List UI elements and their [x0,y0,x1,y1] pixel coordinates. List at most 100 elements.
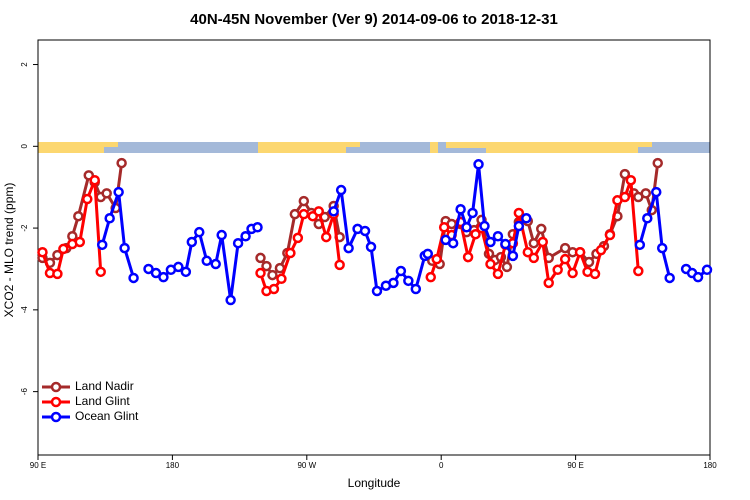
data-point [255,267,266,279]
data-point [479,220,490,232]
x-tick-label: 0 [439,461,444,470]
data-point [513,220,525,232]
data-point [501,261,513,273]
data-point [543,277,554,289]
data-point [289,208,301,220]
data-point [216,229,227,241]
legend-label: Ocean Glint [75,409,139,423]
data-point [513,207,525,219]
data-point [334,259,345,271]
y-tick-label: -2 [20,224,29,232]
data-point [650,186,662,198]
legend-swatch [50,396,62,408]
data-point [567,267,578,279]
data-point [521,213,532,224]
data-point [410,283,422,295]
data-point [634,239,646,251]
y-tick-label: -4 [20,306,29,314]
data-point [252,222,263,233]
data-point [642,213,653,224]
data-point [559,253,571,265]
data-point [619,168,631,180]
y-tick-label: -6 [20,388,29,396]
x-tick-label: 90 W [297,461,316,470]
data-point [652,157,663,169]
data-point [173,261,184,273]
data-point [261,260,272,272]
data-point [528,252,540,264]
data-point [664,272,675,284]
data-point [128,272,139,284]
data-point [692,271,704,283]
data-point [328,206,339,217]
data-point [285,247,296,259]
x-tick-label: 90 E [30,461,46,470]
data-point [89,174,100,186]
plot-frame [37,39,711,456]
data-point [298,208,310,220]
data-point [95,266,106,278]
data-point [292,232,304,244]
data-point [537,236,548,248]
data-point [150,267,162,279]
data-point [255,252,266,264]
data-point [210,258,221,270]
x-tick-label: 180 [166,461,180,470]
legend-swatch [50,381,62,393]
data-point [82,193,93,205]
data-point [58,243,69,255]
data-point [462,251,474,263]
series-line [332,189,429,294]
data-point [492,268,504,280]
data-point [335,184,347,196]
chart-title: 40N-45N November (Ver 9) 2014-09-06 to 2… [190,11,558,28]
data-point [701,264,713,276]
x-axis-label: Longitude [348,476,401,490]
data-point [473,159,484,170]
data-point [604,229,616,241]
data-point [232,237,244,249]
data-point [485,258,496,270]
data-point [298,195,310,207]
y-tick-label: 2 [20,62,29,67]
data-point [425,271,436,283]
series-line [638,191,672,279]
data-point [388,277,399,289]
y-tick-label: 0 [20,144,29,149]
data-point [186,236,198,248]
data-point [225,294,236,306]
data-point [365,241,377,253]
data-point [201,255,212,267]
data-point [359,225,371,237]
data-point [37,246,48,258]
data-point [467,207,478,219]
legend-label: Land Glint [75,394,130,408]
data-point [589,268,601,280]
data-point [101,188,112,199]
data-point [268,283,280,295]
data-point [507,250,519,262]
data-point [552,264,563,276]
data-point [276,273,287,285]
data-point [447,237,459,249]
data-point [403,275,414,287]
data-point [267,269,278,281]
data-point [431,253,442,265]
data-point [656,242,668,254]
data-point [625,174,637,186]
legend-swatch [50,411,62,423]
x-tick-label: 180 [703,461,717,470]
data-point [633,265,644,277]
data-point [640,188,652,199]
data-point [371,285,383,297]
data-point [422,248,434,260]
data-point [180,266,192,278]
data-point [528,237,540,249]
data-point [485,236,496,248]
data-point [52,268,63,280]
data-point [595,244,607,256]
data-point [96,239,108,251]
map-strip [38,142,710,153]
data-point [536,223,547,235]
